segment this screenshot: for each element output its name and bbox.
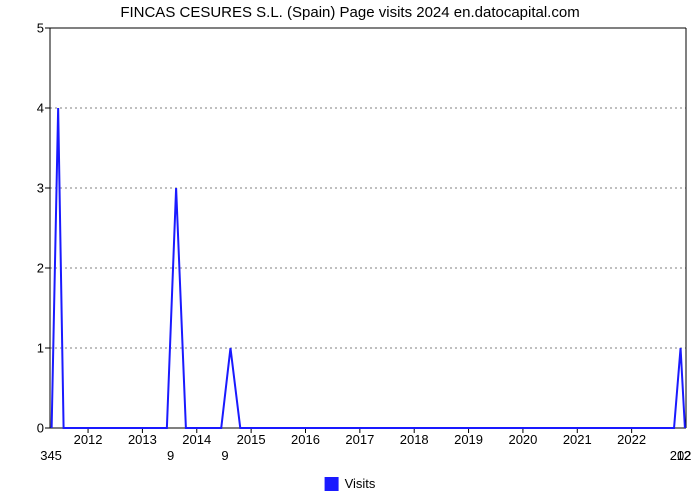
chart-svg: [50, 28, 686, 428]
chart-title: FINCAS CESURES S.L. (Spain) Page visits …: [0, 4, 700, 21]
chart-container: FINCAS CESURES S.L. (Spain) Page visits …: [0, 0, 700, 500]
x-tick-label: 2020: [508, 432, 537, 447]
y-tick-label: 4: [37, 101, 44, 116]
y-tick-label: 5: [37, 21, 44, 36]
x-tick-label: 2018: [400, 432, 429, 447]
x-tick-label: 2017: [345, 432, 374, 447]
legend: Visits: [325, 476, 376, 491]
x-extra-label: 9: [167, 448, 174, 463]
y-tick-label: 1: [37, 341, 44, 356]
x-tick-label: 2019: [454, 432, 483, 447]
y-tick-label: 3: [37, 181, 44, 196]
y-tick-label: 0: [37, 421, 44, 436]
plot-inner: 0123452012201320142015201620172018201920…: [50, 28, 686, 428]
x-tick-label: 2021: [563, 432, 592, 447]
y-tick-label: 2: [37, 261, 44, 276]
x-extra-label: 9: [221, 448, 228, 463]
plot-area: 0123452012201320142015201620172018201920…: [50, 28, 686, 428]
legend-swatch: [325, 477, 339, 491]
legend-label: Visits: [345, 476, 376, 491]
x-tick-label: 2014: [182, 432, 211, 447]
x-tick-label: 2013: [128, 432, 157, 447]
x-tick-label: 2022: [617, 432, 646, 447]
x-extra-label: 12: [677, 448, 691, 463]
x-tick-label: 2012: [74, 432, 103, 447]
x-tick-label: 2016: [291, 432, 320, 447]
x-tick-label: 2015: [237, 432, 266, 447]
x-extra-label: 345: [40, 448, 62, 463]
